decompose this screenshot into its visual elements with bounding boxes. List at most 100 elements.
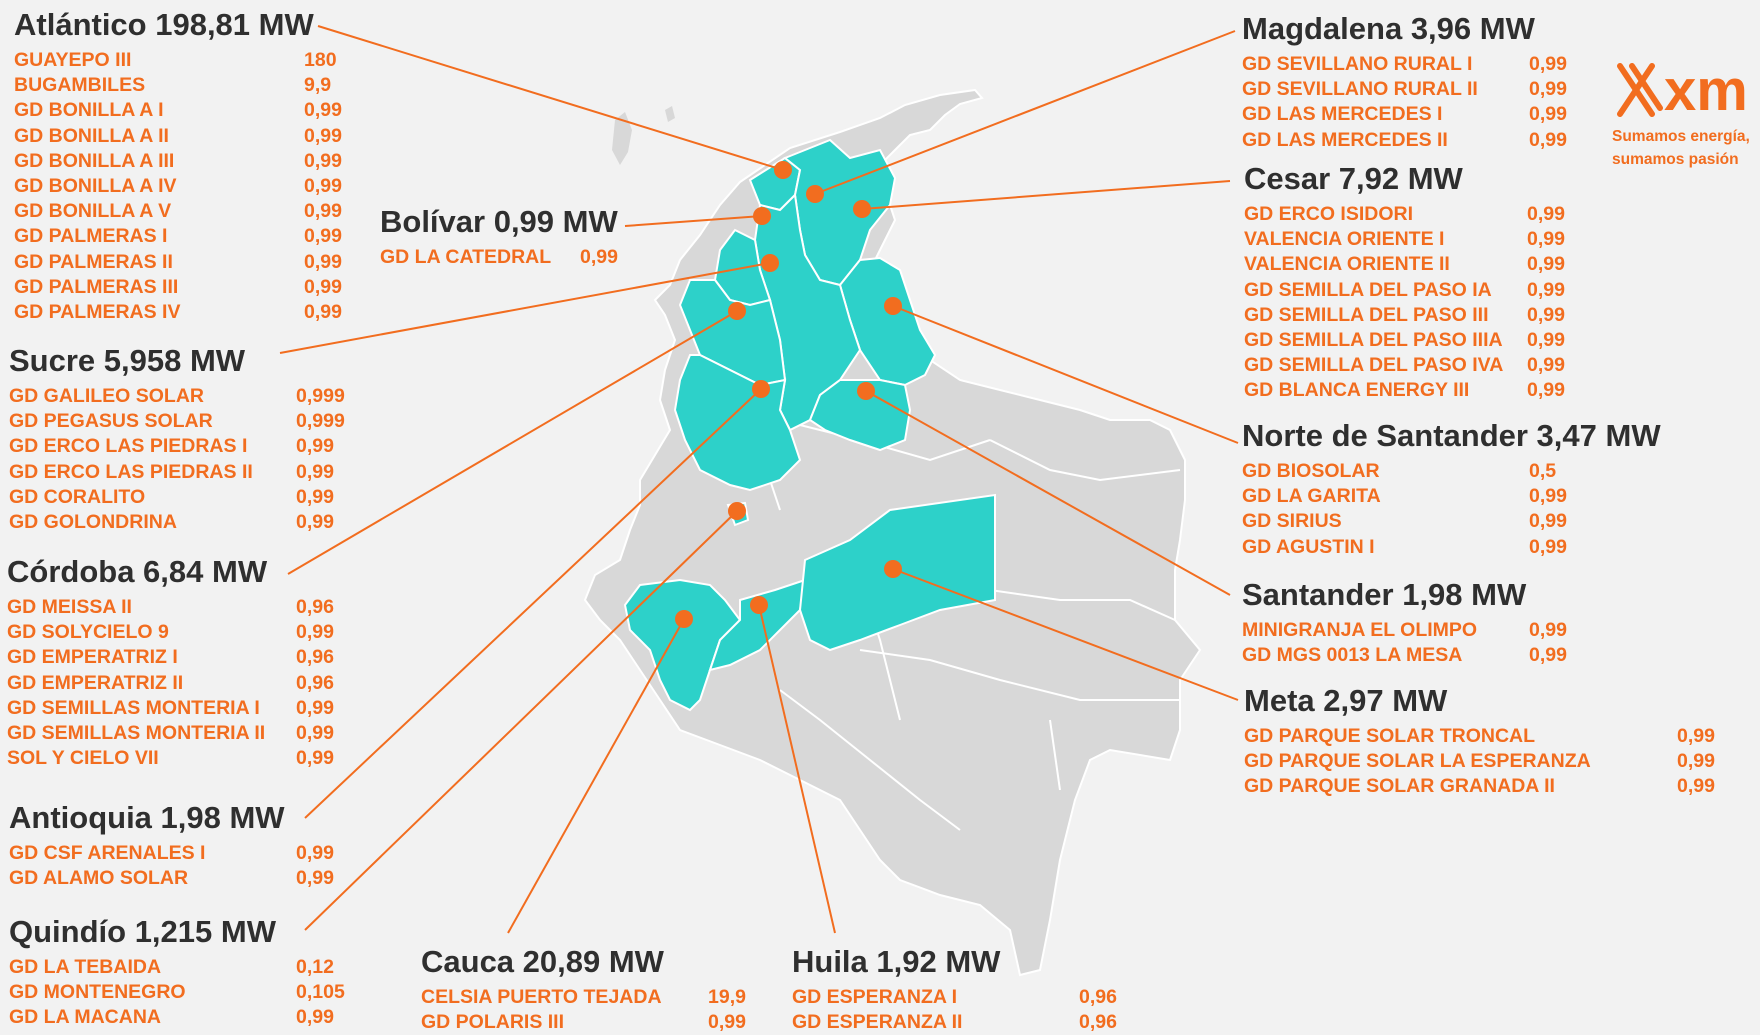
plant-name: GD SEMILLA DEL PASO IIIA <box>1244 329 1503 352</box>
region-title: Córdoba 6,84 MW <box>7 554 268 589</box>
connector-line-magdalena <box>814 30 1236 195</box>
plant-capacity: 0,99 <box>1529 510 1567 533</box>
plant-row: GD MEISSA II 0,96 <box>7 595 334 620</box>
plant-name: CELSIA PUERTO TEJADA <box>421 986 662 1008</box>
plant-row: GD PALMERAS IV 0,99 <box>14 300 342 325</box>
marker-atlantico <box>774 161 792 179</box>
plant-row: GD ERCO LAS PIEDRAS I 0,99 <box>9 434 345 459</box>
connector-line-cordoba <box>287 310 738 575</box>
plant-row: GD AGUSTIN I 0,99 <box>1242 535 1661 560</box>
plant-capacity: 0,96 <box>296 671 334 694</box>
connector-line-norte-santander <box>892 305 1239 444</box>
plant-capacity: 0,99 <box>1529 78 1567 101</box>
plant-name: GD PALMERAS IV <box>14 301 181 324</box>
plant-capacity: 0,99 <box>296 511 334 534</box>
plant-capacity: 0,5 <box>1529 460 1557 482</box>
plant-capacity: 0,105 <box>296 981 345 1004</box>
plant-name: GD PALMERAS I <box>14 225 168 248</box>
plant-row: GD SEMILLA DEL PASO IVA 0,99 <box>1244 353 1565 378</box>
plant-name: MINIGRANJA EL OLIMPO <box>1242 619 1478 641</box>
plant-row: GD SEVILLANO RURAL II 0,99 <box>1242 77 1567 102</box>
plant-row: GUAYEPO III 180 <box>14 48 342 73</box>
region-santander <box>808 379 912 452</box>
plant-name: GD PALMERAS II <box>14 250 173 273</box>
region-cauca <box>623 578 742 712</box>
plant-name: SOL Y CIELO VII <box>7 747 159 770</box>
plant-row: GD PALMERAS I 0,99 <box>14 224 342 249</box>
plant-row: GD ESPERANZA II 0,96 <box>792 1010 1117 1035</box>
region-title: Magdalena 3,96 MW <box>1242 11 1535 46</box>
plant-capacity: 0,99 <box>296 842 334 864</box>
plant-name: GD SOLYCIELO 9 <box>7 621 169 644</box>
region-title: Sucre 5,958 MW <box>9 343 246 378</box>
plant-row: GD PARQUE SOLAR LA ESPERANZA 0,99 <box>1244 749 1715 774</box>
region-block-cordoba: Córdoba 6,84 MW GD MEISSA II 0,96 GD SOLYCI… <box>7 555 334 771</box>
plant-capacity: 0,99 <box>304 124 342 147</box>
plant-row: GD LA CATEDRAL 0,99 <box>380 245 618 270</box>
plant-row: GD LA GARITA 0,99 <box>1242 484 1661 509</box>
plant-capacity: 0,99 <box>296 696 334 719</box>
plant-row: GD SEMILLA DEL PASO IA 0,99 <box>1244 278 1565 303</box>
plant-row: GD LA TEBAIDA 0,12 <box>9 955 345 980</box>
plant-name: GD EMPERATRIZ I <box>7 646 178 669</box>
plant-capacity: 0,99 <box>1677 725 1715 747</box>
plant-row: GD LA MACANA 0,99 <box>9 1005 345 1030</box>
plant-row: GD EMPERATRIZ II 0,96 <box>7 671 334 696</box>
plant-row: GD PALMERAS III 0,99 <box>14 275 342 300</box>
plant-row: GD ERCO LAS PIEDRAS II 0,99 <box>9 460 345 485</box>
plant-capacity: 0,99 <box>296 460 334 483</box>
plant-capacity: 0,999 <box>296 410 345 433</box>
marker-huila <box>750 596 768 614</box>
plant-name: GD PARQUE SOLAR TRONCAL <box>1244 725 1536 747</box>
plant-row: MINIGRANJA EL OLIMPO 0,99 <box>1242 618 1567 643</box>
plant-name: GD ERCO LAS PIEDRAS II <box>9 460 253 483</box>
plant-name: VALENCIA ORIENTE I <box>1244 228 1445 251</box>
plant-name: GD PEGASUS SOLAR <box>9 410 213 433</box>
plant-row: GD SOLYCIELO 9 0,99 <box>7 620 334 645</box>
plant-name: GD LA CATEDRAL <box>380 246 552 268</box>
plant-name: GD ESPERANZA II <box>792 1011 963 1034</box>
plant-row: GD BONILLA A III 0,99 <box>14 149 342 174</box>
plant-row: GD BONILLA A IV 0,99 <box>14 174 342 199</box>
plant-name: BUGAMBILES <box>14 74 146 97</box>
marker-cauca <box>675 610 693 628</box>
plant-capacity: 0,99 <box>1677 775 1715 798</box>
plant-capacity: 0,12 <box>296 956 334 978</box>
plant-capacity: 0,99 <box>1527 253 1565 276</box>
region-block-santander: Santander 1,98 MW MINIGRANJA EL OLIMPO 0,9… <box>1242 578 1567 668</box>
plant-capacity: 0,99 <box>1529 485 1567 508</box>
connector-line-santander <box>865 390 1231 596</box>
plant-row: GD GALILEO SOLAR 0,999 <box>9 384 345 409</box>
plant-name: GD LA MACANA <box>9 1006 162 1029</box>
plant-name: GD CORALITO <box>9 485 146 508</box>
plant-capacity: 0,99 <box>304 99 342 122</box>
plant-row: GD BONILLA A I 0,99 <box>14 98 342 123</box>
plant-capacity: 0,96 <box>296 646 334 669</box>
plant-name: GD PALMERAS III <box>14 275 179 298</box>
plant-name: GD SEVILLANO RURAL II <box>1242 78 1478 101</box>
marker-magdalena <box>806 185 824 203</box>
plant-capacity: 0,99 <box>1529 644 1567 667</box>
plant-name: GD BONILLA A IV <box>14 175 177 198</box>
region-title: Cesar 7,92 MW <box>1244 161 1463 196</box>
plant-name: GD SEVILLANO RURAL I <box>1242 53 1473 75</box>
plant-name: GD SEMILLA DEL PASO III <box>1244 303 1489 326</box>
plant-capacity: 0,99 <box>304 250 342 273</box>
marker-meta <box>884 560 902 578</box>
plant-capacity: 0,99 <box>296 722 334 745</box>
plant-name: GD ESPERANZA I <box>792 986 958 1008</box>
region-title: Huila 1,92 MW <box>792 944 1001 979</box>
region-block-magdalena: Magdalena 3,96 MW GD SEVILLANO RURAL I 0,9… <box>1242 12 1567 153</box>
region-title: Cauca 20,89 MW <box>421 944 664 979</box>
region-title: Quindío 1,215 MW <box>9 914 276 949</box>
region-block-sucre: Sucre 5,958 MW GD GALILEO SOLAR 0,999 GD PE… <box>9 344 345 535</box>
plant-name: GD SEMILLAS MONTERIA II <box>7 722 266 745</box>
plant-row: VALENCIA ORIENTE I 0,99 <box>1244 227 1565 252</box>
plant-capacity: 0,96 <box>296 596 334 618</box>
region-title: Bolívar 0,99 MW <box>380 204 618 239</box>
region-title: Norte de Santander 3,47 MW <box>1242 418 1661 453</box>
plant-row: GD SEVILLANO RURAL I 0,99 <box>1242 52 1567 77</box>
plant-name: GD LA GARITA <box>1242 485 1381 508</box>
plant-capacity: 0,999 <box>296 385 345 407</box>
region-block-meta: Meta 2,97 MW GD PARQUE SOLAR TRONCAL 0,99 G… <box>1244 684 1715 800</box>
